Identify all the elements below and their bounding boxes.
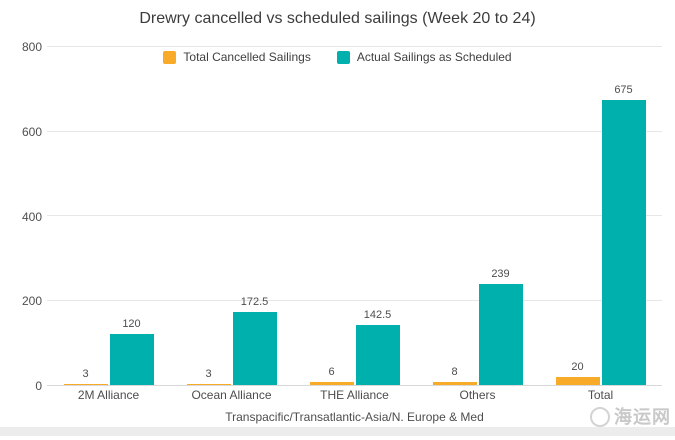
y-tick-label: 800	[21, 40, 42, 54]
bar-group: 8 239	[416, 47, 539, 385]
bar-column: 20	[555, 47, 600, 385]
watermark: 海运网	[590, 407, 671, 427]
haiyunwang-logo-icon	[590, 407, 610, 427]
bar-column: 172.5	[232, 47, 277, 385]
x-category-label: Total	[587, 388, 614, 402]
bar[interactable]	[309, 382, 354, 385]
bar-value-label: 6	[328, 366, 335, 379]
legend: Total Cancelled Sailings Actual Sailings …	[0, 51, 675, 64]
bar-column: 6	[309, 47, 354, 385]
plot-area: 3 120 3 172.5 6 142.5 8 239 20 675	[47, 46, 662, 386]
legend-swatch-icon	[336, 51, 350, 64]
y-axis-labels: 0 200 400 600 800	[6, 41, 42, 392]
bar-value-label: 3	[205, 367, 212, 380]
legend-item[interactable]: Total Cancelled Sailings	[163, 50, 311, 64]
bar[interactable]	[186, 383, 231, 385]
bar-column: 142.5	[355, 47, 400, 385]
bar-column: 3	[63, 47, 108, 385]
gridline	[47, 46, 662, 47]
bar-column: 675	[601, 47, 646, 385]
bar-value-label: 8	[451, 365, 458, 378]
bar-column: 3	[186, 47, 231, 385]
bar[interactable]	[601, 99, 646, 385]
bar-value-label: 239	[491, 268, 510, 281]
gridline	[47, 130, 662, 132]
bar[interactable]	[555, 376, 600, 385]
bar-group: 3 120	[47, 47, 170, 385]
watermark-text: 海运网	[614, 407, 671, 427]
bottom-divider	[0, 427, 675, 436]
bar-group: 6 142.5	[293, 47, 416, 385]
x-axis-labels: 2M Alliance Ocean Alliance THE Alliance Oth…	[47, 388, 662, 404]
x-category-label: Ocean Alliance	[191, 388, 272, 402]
bar-value-label: 172.5	[240, 296, 269, 309]
x-axis-title: Transpacific/Transatlantic-Asia/N. Europ…	[225, 410, 484, 424]
bar-value-label: 120	[122, 318, 141, 331]
x-category-label: Others	[459, 388, 496, 402]
bar[interactable]	[355, 324, 400, 385]
y-tick-label: 200	[21, 294, 42, 309]
bar-group: 3 172.5	[170, 47, 293, 385]
x-category-label: 2M Alliance	[77, 388, 140, 402]
legend-label: Actual Sailings as Scheduled	[356, 50, 512, 64]
gridline	[47, 299, 662, 301]
bar-value-label: 3	[82, 367, 89, 380]
bar-group: 20 675	[539, 47, 662, 385]
bar-column: 8	[432, 47, 477, 385]
bar-value-label: 20	[571, 360, 584, 373]
bar[interactable]	[232, 312, 277, 385]
legend-label: Total Cancelled Sailings	[183, 50, 311, 64]
bar-column: 120	[109, 47, 154, 385]
x-category-label: THE Alliance	[320, 388, 389, 402]
chart-title: Drewry cancelled vs scheduled sailings (…	[139, 10, 536, 27]
legend-swatch-icon	[163, 51, 177, 64]
bar-value-label: 675	[614, 83, 633, 96]
legend-item[interactable]: Actual Sailings as Scheduled	[336, 50, 512, 64]
plot-groups: 3 120 3 172.5 6 142.5 8 239 20 675	[47, 47, 662, 385]
bar-column: 239	[478, 47, 523, 385]
y-tick-label: 0	[35, 379, 42, 393]
bar[interactable]	[478, 284, 523, 385]
bar[interactable]	[109, 334, 154, 385]
gridline	[47, 215, 662, 216]
y-tick-label: 400	[21, 209, 42, 224]
bar-value-label: 142.5	[363, 308, 392, 321]
y-tick-label: 600	[21, 124, 42, 139]
bar[interactable]	[63, 383, 108, 385]
bar[interactable]	[432, 381, 477, 385]
